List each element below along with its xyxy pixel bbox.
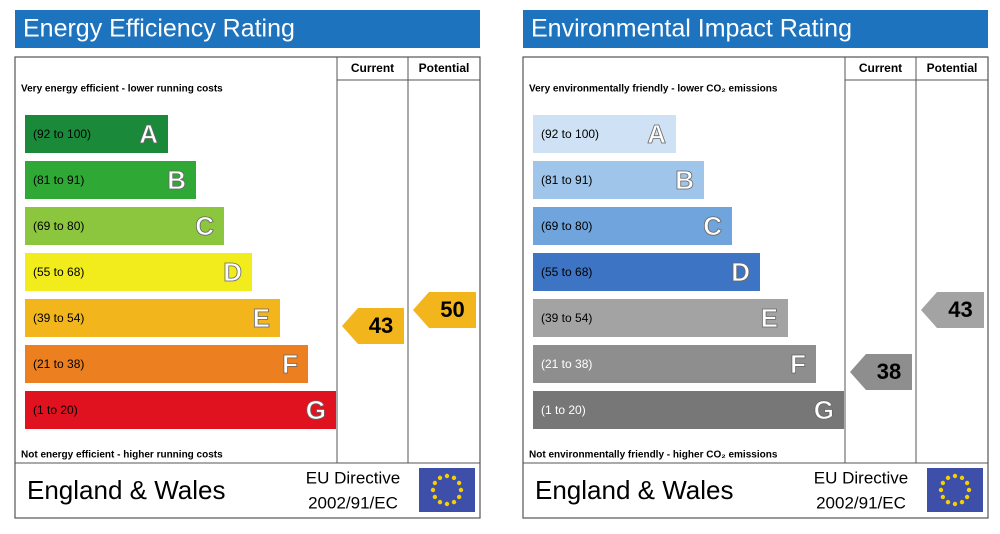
band-letter: F	[282, 349, 298, 379]
eu-star	[966, 487, 972, 493]
eu-star	[444, 501, 450, 507]
bottom-note: Not energy efficient - higher running co…	[21, 450, 223, 461]
eu-star	[945, 475, 951, 481]
current-value: 43	[369, 313, 393, 338]
bottom-note: Not environmentally friendly - higher CO…	[529, 450, 778, 461]
rating-panel: Environmental Impact Rating Current Potent…	[522, 10, 989, 519]
eu-star	[456, 480, 462, 486]
band-letter: B	[675, 165, 694, 195]
eu-star	[437, 499, 443, 505]
band-range: (92 to 100)	[541, 127, 599, 141]
rating-band	[25, 253, 252, 291]
rating-band	[25, 299, 280, 337]
band-range: (21 to 38)	[541, 357, 592, 371]
band-letter: A	[647, 119, 666, 149]
rating-band	[533, 115, 676, 153]
header-current: Current	[351, 61, 394, 75]
header-current: Current	[859, 61, 902, 75]
rating-band	[533, 299, 788, 337]
directive: EU Directive	[814, 468, 908, 487]
band-letter: D	[223, 257, 242, 287]
rating-band	[533, 207, 732, 245]
rating-band	[25, 391, 336, 429]
band-range: (1 to 20)	[33, 403, 78, 417]
rating-band	[533, 161, 704, 199]
band-letter: E	[761, 303, 778, 333]
header-potential: Potential	[419, 61, 470, 75]
band-range: (92 to 100)	[33, 127, 91, 141]
band-range: (81 to 91)	[33, 173, 84, 187]
top-note: Very energy efficient - lower running co…	[21, 84, 223, 95]
top-note: Very environmentally friendly - lower CO…	[529, 84, 778, 95]
eu-star	[437, 475, 443, 481]
eu-star	[444, 473, 450, 479]
eu-star	[451, 475, 457, 481]
directive: EU Directive	[306, 468, 400, 487]
region: England & Wales	[27, 475, 225, 505]
band-letter: E	[253, 303, 270, 333]
eu-star	[940, 480, 946, 486]
eu-star	[959, 475, 965, 481]
band-letter: G	[306, 395, 326, 425]
eu-star	[458, 487, 464, 493]
band-letter: G	[814, 395, 834, 425]
current-arrow	[850, 354, 912, 390]
band-range: (55 to 68)	[33, 265, 84, 279]
eu-star	[938, 487, 944, 493]
band-range: (39 to 54)	[33, 311, 84, 325]
band-letter: A	[139, 119, 158, 149]
eu-star	[456, 494, 462, 500]
band-range: (39 to 54)	[541, 311, 592, 325]
rating-band	[533, 253, 760, 291]
directive-code: 2002/91/EC	[308, 493, 398, 512]
current-value: 38	[877, 359, 901, 384]
panel-title: Energy Efficiency Rating	[23, 15, 295, 43]
eu-star	[432, 494, 438, 500]
eu-star	[964, 480, 970, 486]
rating-band	[25, 161, 196, 199]
potential-arrow	[921, 292, 984, 328]
potential-value: 50	[440, 297, 464, 322]
eu-star	[451, 499, 457, 505]
rating-band	[25, 115, 168, 153]
rating-band	[25, 345, 308, 383]
header-potential: Potential	[927, 61, 978, 75]
title-bar	[523, 10, 988, 48]
band-range: (81 to 91)	[541, 173, 592, 187]
band-letter: B	[167, 165, 186, 195]
directive-code: 2002/91/EC	[816, 493, 906, 512]
region: England & Wales	[535, 475, 733, 505]
band-range: (55 to 68)	[541, 265, 592, 279]
potential-arrow	[413, 292, 476, 328]
rating-panel: Energy Efficiency Rating Current Potential…	[14, 10, 481, 519]
title-bar	[15, 10, 480, 48]
band-range: (1 to 20)	[541, 403, 586, 417]
current-arrow	[342, 308, 404, 344]
band-letter: C	[195, 211, 214, 241]
rating-band	[533, 391, 844, 429]
rating-band	[533, 345, 816, 383]
potential-value: 43	[948, 297, 972, 322]
band-range: (21 to 38)	[33, 357, 84, 371]
eu-star	[959, 499, 965, 505]
band-range: (69 to 80)	[541, 219, 592, 233]
eu-star	[430, 487, 436, 493]
band-letter: C	[703, 211, 722, 241]
panel-title: Environmental Impact Rating	[531, 15, 852, 43]
eu-star	[945, 499, 951, 505]
band-range: (69 to 80)	[33, 219, 84, 233]
eu-star	[432, 480, 438, 486]
rating-band	[25, 207, 224, 245]
eu-star	[940, 494, 946, 500]
band-letter: D	[731, 257, 750, 287]
eu-star	[964, 494, 970, 500]
band-letter: F	[790, 349, 806, 379]
eu-star	[952, 473, 958, 479]
eu-star	[952, 501, 958, 507]
